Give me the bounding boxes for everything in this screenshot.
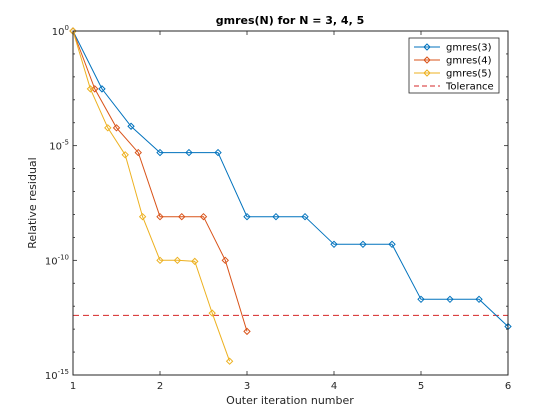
data-point — [112, 124, 121, 132]
data-point — [185, 148, 193, 157]
legend: gmres(3) gmres(4) gmres(5) Tolerance — [408, 37, 500, 94]
data-point — [208, 309, 216, 317]
legend-label: gmres(5) — [446, 69, 492, 80]
data-point — [134, 148, 142, 157]
y-tick-exponent: -10 — [58, 253, 69, 261]
plot-frame — [72, 30, 509, 376]
legend-label: gmres(4) — [446, 56, 492, 67]
legend-marker — [423, 43, 431, 51]
legend-marker — [423, 69, 431, 77]
data-point — [359, 240, 367, 249]
data-point — [475, 295, 483, 304]
y-tick-base: 10 — [49, 142, 62, 153]
series-layer — [69, 27, 512, 365]
y-tick-exponent: -15 — [58, 368, 69, 376]
data-point — [173, 256, 182, 265]
data-point — [98, 85, 106, 93]
data-point — [127, 122, 135, 130]
data-point — [243, 327, 251, 336]
data-point — [446, 295, 454, 304]
chart-title: gmres(N) for N = 3, 4, 5 — [216, 14, 365, 27]
data-point — [388, 240, 396, 249]
data-point — [156, 256, 164, 265]
series-line-gmres(5) — [72, 30, 231, 362]
data-point — [214, 148, 222, 157]
data-point — [121, 151, 129, 159]
data-point — [178, 212, 186, 221]
data-point — [243, 212, 251, 221]
data-point — [301, 212, 309, 221]
data-point — [138, 212, 147, 221]
data-point — [86, 85, 95, 93]
series-line-gmres(4) — [72, 30, 248, 332]
data-point — [272, 212, 280, 221]
y-tick-label: 10-5 — [49, 139, 69, 153]
data-point — [417, 295, 425, 304]
y-tick-label: 100 — [52, 24, 69, 38]
y-tick-base: 10 — [45, 371, 58, 382]
x-tick-label: 3 — [244, 381, 250, 392]
legend-label: Tolerance — [445, 82, 494, 93]
x-tick-label: 4 — [331, 381, 337, 392]
y-tick-base: 10 — [52, 27, 65, 38]
data-point — [156, 148, 164, 157]
legend-label: gmres(3) — [446, 43, 492, 54]
x-tick-label: 2 — [157, 381, 163, 392]
data-point — [156, 212, 164, 221]
y-tick-label: 10-10 — [45, 253, 69, 267]
data-point — [221, 256, 229, 265]
legend-marker — [423, 56, 431, 64]
data-point — [330, 240, 338, 249]
x-tick-label: 5 — [418, 381, 424, 392]
y-tick-base: 10 — [45, 256, 58, 267]
y-axis-label: Relative residual — [26, 157, 39, 248]
x-axis-label: Outer iteration number — [226, 394, 354, 407]
data-point — [191, 257, 199, 266]
x-tick-label: 6 — [505, 381, 511, 392]
x-tick-label: 1 — [70, 381, 76, 392]
y-tick-label: 10-15 — [45, 368, 69, 382]
series-line-gmres(3) — [72, 30, 509, 327]
data-point — [104, 124, 112, 132]
data-point — [199, 212, 208, 221]
y-tick-exponent: -5 — [62, 139, 69, 147]
y-tick-exponent: 0 — [65, 24, 69, 32]
data-point — [225, 357, 234, 365]
